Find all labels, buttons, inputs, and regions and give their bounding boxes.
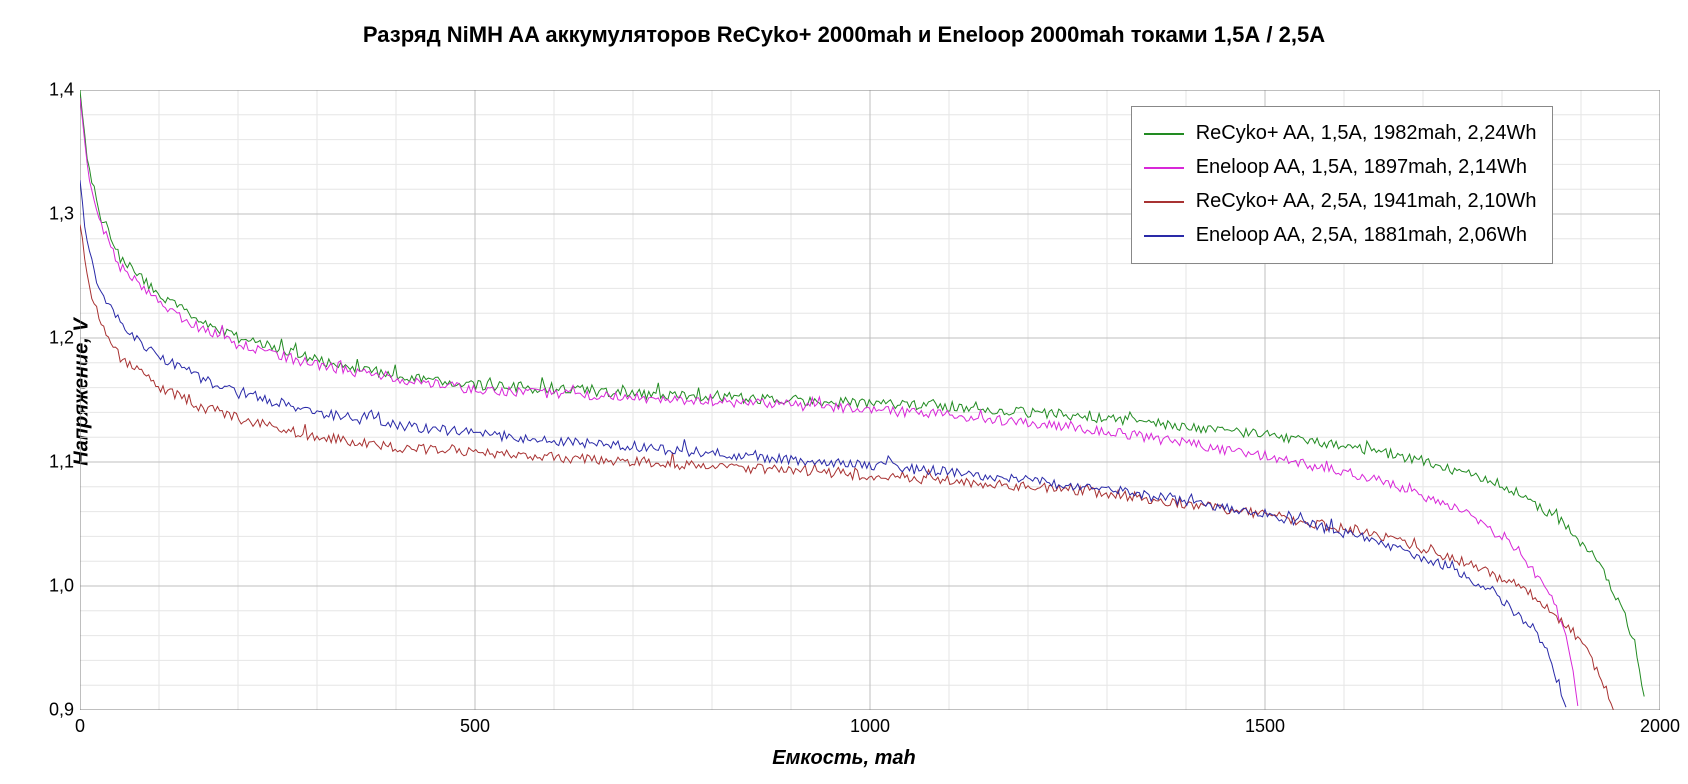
x-tick-label: 1000 [850,716,890,737]
legend-label: Eneloop AA, 2,5A, 1881mah, 2,06Wh [1196,224,1527,247]
legend-item: Eneloop AA, 1,5A, 1897mah, 2,14Wh [1144,151,1537,185]
x-axis-label: Емкость, mah [0,747,1688,770]
legend: ReCyko+ AA, 1,5A, 1982mah, 2,24Wh Eneloop… [1131,106,1554,264]
legend-label: ReCyko+ AA, 1,5A, 1982mah, 2,24Wh [1196,122,1537,145]
legend-swatch [1144,201,1184,203]
legend-item: Eneloop AA, 2,5A, 1881mah, 2,06Wh [1144,219,1537,253]
x-tick-label: 500 [460,716,490,737]
chart-title: Разряд NiMH AA аккумуляторов ReCyko+ 200… [0,22,1688,48]
legend-swatch [1144,235,1184,237]
y-tick-label: 1,1 [14,452,74,473]
y-tick-label: 1,2 [14,328,74,349]
x-tick-label: 0 [75,716,85,737]
chart-container: Разряд NiMH AA аккумуляторов ReCyko+ 200… [0,0,1688,784]
legend-label: ReCyko+ AA, 2,5A, 1941mah, 2,10Wh [1196,190,1537,213]
x-tick-label: 1500 [1245,716,1285,737]
legend-item: ReCyko+ AA, 2,5A, 1941mah, 2,10Wh [1144,185,1537,219]
y-tick-label: 0,9 [14,700,74,721]
y-tick-label: 1,3 [14,204,74,225]
y-tick-label: 1,4 [14,80,74,101]
legend-label: Eneloop AA, 1,5A, 1897mah, 2,14Wh [1196,156,1527,179]
x-tick-label: 2000 [1640,716,1680,737]
legend-swatch [1144,133,1184,135]
y-tick-label: 1,0 [14,576,74,597]
legend-item: ReCyko+ AA, 1,5A, 1982mah, 2,24Wh [1144,117,1537,151]
legend-swatch [1144,167,1184,169]
